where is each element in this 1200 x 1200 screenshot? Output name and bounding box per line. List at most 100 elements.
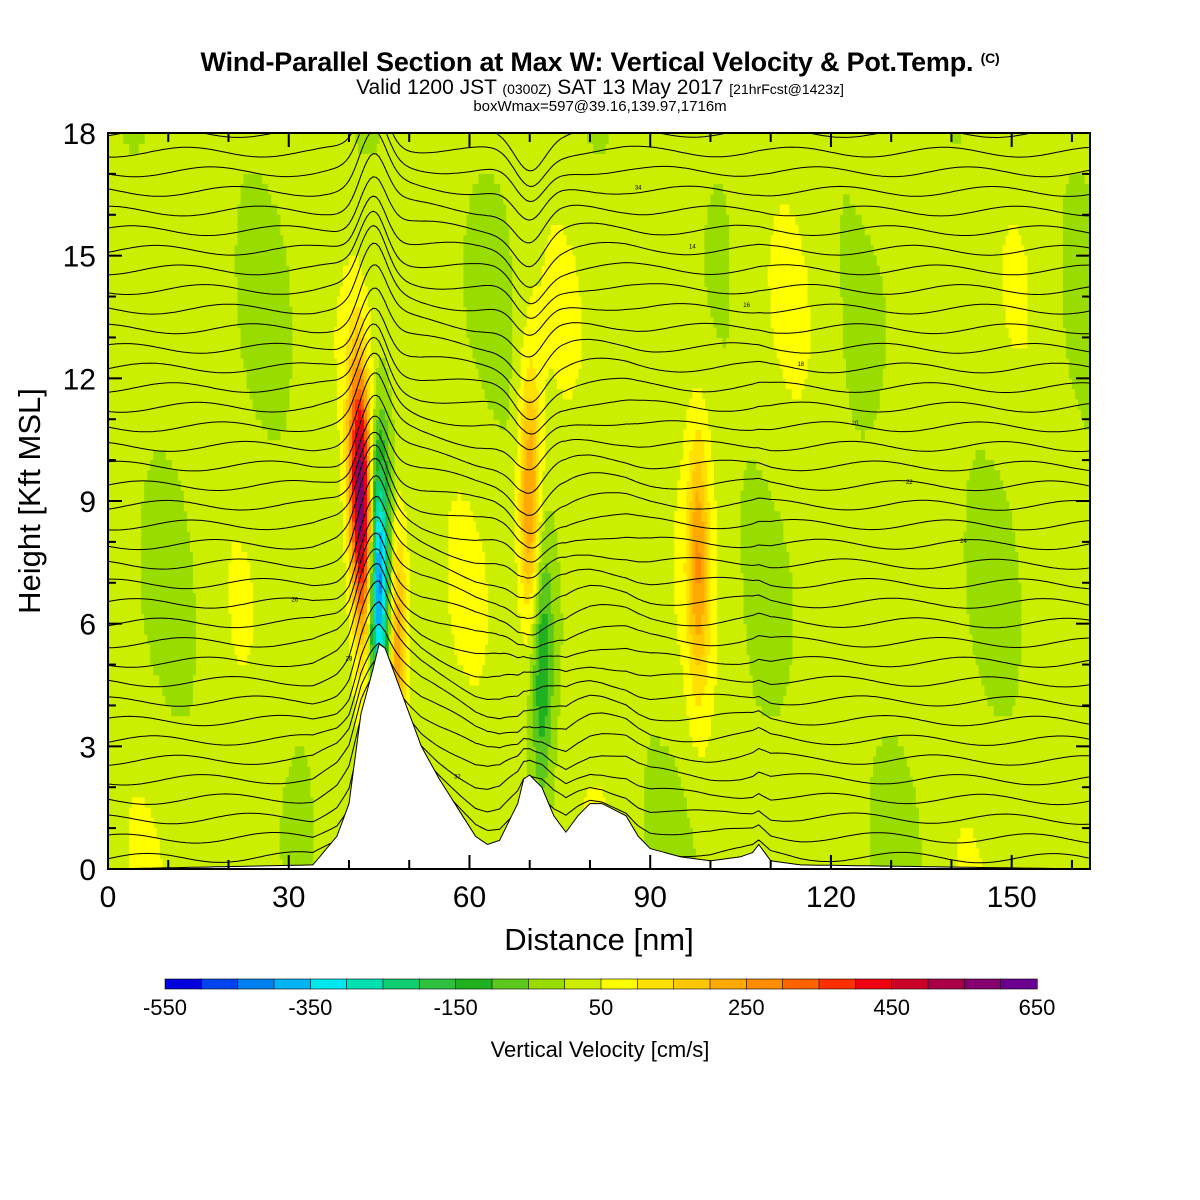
- velocity-cell: [574, 337, 579, 349]
- velocity-cell: [466, 541, 471, 553]
- velocity-cell: [538, 746, 543, 758]
- velocity-cell: [168, 541, 172, 553]
- velocity-cell: [174, 562, 178, 574]
- velocity-cell: [779, 593, 784, 604]
- velocity-cell: [704, 429, 709, 441]
- velocity-cell: [367, 368, 371, 379]
- velocity-cell: [846, 296, 850, 308]
- velocity-cell: [749, 511, 754, 523]
- velocity-cell: [150, 817, 154, 829]
- velocity-cell: [382, 419, 386, 431]
- velocity-cell: [532, 409, 537, 420]
- velocity-cell: [966, 572, 971, 584]
- velocity-cell: [367, 439, 371, 451]
- velocity-cell: [358, 265, 362, 277]
- velocity-cell: [532, 470, 537, 482]
- velocity-cell: [243, 194, 248, 206]
- velocity-cell: [364, 368, 368, 379]
- velocity-cell: [776, 541, 781, 553]
- velocity-cell: [656, 736, 660, 747]
- velocity-cell: [370, 398, 374, 410]
- velocity-cell: [481, 276, 486, 287]
- velocity-cell: [400, 511, 404, 523]
- velocity-cell: [704, 552, 709, 563]
- velocity-cell: [861, 235, 865, 247]
- velocity-cell: [493, 368, 498, 379]
- velocity-cell: [153, 490, 157, 502]
- velocity-cell: [565, 317, 570, 328]
- velocity-cell: [159, 858, 163, 869]
- velocity-cell: [165, 531, 169, 543]
- velocity-cell: [846, 225, 850, 236]
- velocity-cell: [306, 817, 311, 829]
- velocity-cell: [481, 265, 486, 277]
- velocity-cell: [255, 184, 260, 195]
- velocity-cell: [960, 828, 965, 839]
- velocity-cell: [367, 541, 371, 553]
- velocity-cell: [273, 357, 278, 369]
- velocity-cell: [189, 685, 193, 696]
- velocity-cell: [379, 521, 383, 533]
- velocity-cell: [487, 357, 492, 369]
- velocity-cell: [800, 337, 805, 349]
- velocity-cell: [674, 593, 678, 604]
- velocity-cell: [544, 582, 549, 594]
- velocity-cell: [698, 633, 703, 645]
- velocity-cell: [972, 593, 977, 604]
- velocity-cell: [174, 511, 178, 523]
- velocity-cell: [273, 398, 278, 410]
- velocity-cell: [776, 286, 781, 298]
- velocity-cell: [689, 562, 693, 574]
- velocity-cell: [776, 633, 781, 645]
- velocity-cell: [529, 705, 534, 717]
- velocity-cell: [544, 327, 549, 339]
- velocity-cell: [505, 245, 510, 257]
- velocity-cell: [873, 409, 877, 420]
- velocity-cell: [355, 674, 359, 686]
- velocity-cell: [481, 337, 486, 349]
- velocity-cell: [355, 255, 359, 267]
- velocity-cell: [249, 623, 254, 635]
- velocity-cell: [529, 306, 534, 318]
- velocity-cell: [855, 398, 859, 410]
- velocity-cell: [135, 807, 139, 819]
- velocity-cell: [478, 327, 483, 339]
- velocity-cell: [978, 531, 983, 543]
- velocity-cell: [888, 756, 892, 768]
- velocity-cell: [852, 235, 856, 247]
- velocity-cell: [969, 531, 974, 543]
- velocity-cell: [186, 654, 190, 666]
- velocity-cell: [466, 276, 471, 287]
- velocity-cell: [761, 490, 766, 502]
- velocity-cell: [692, 470, 696, 482]
- velocity-cell: [517, 501, 522, 512]
- velocity-cell: [553, 593, 558, 604]
- velocity-cell: [556, 317, 561, 328]
- velocity-cell: [153, 644, 157, 655]
- velocity-cell: [258, 245, 263, 257]
- velocity-cell: [864, 286, 868, 298]
- velocity-cell: [538, 347, 543, 359]
- velocity-cell: [599, 133, 603, 144]
- velocity-cell: [773, 613, 778, 625]
- velocity-cell: [740, 531, 745, 543]
- velocity-cell: [171, 685, 175, 696]
- velocity-cell: [695, 603, 699, 615]
- velocity-cell: [541, 286, 546, 298]
- velocity-cell: [472, 255, 477, 267]
- velocity-cell: [379, 490, 383, 502]
- velocity-cell: [846, 276, 850, 287]
- velocity-cell: [767, 265, 772, 277]
- velocity-cell: [144, 858, 148, 869]
- velocity-cell: [186, 552, 190, 563]
- velocity-cell: [719, 276, 724, 287]
- velocity-cell: [174, 603, 178, 615]
- velocity-cell: [505, 337, 510, 349]
- velocity-cell: [165, 695, 169, 707]
- velocity-cell: [541, 357, 546, 369]
- velocity-cell: [779, 623, 784, 635]
- velocity-cell: [255, 255, 260, 267]
- velocity-cell: [779, 521, 784, 533]
- velocity-cell: [770, 572, 775, 584]
- velocity-cell: [556, 306, 561, 318]
